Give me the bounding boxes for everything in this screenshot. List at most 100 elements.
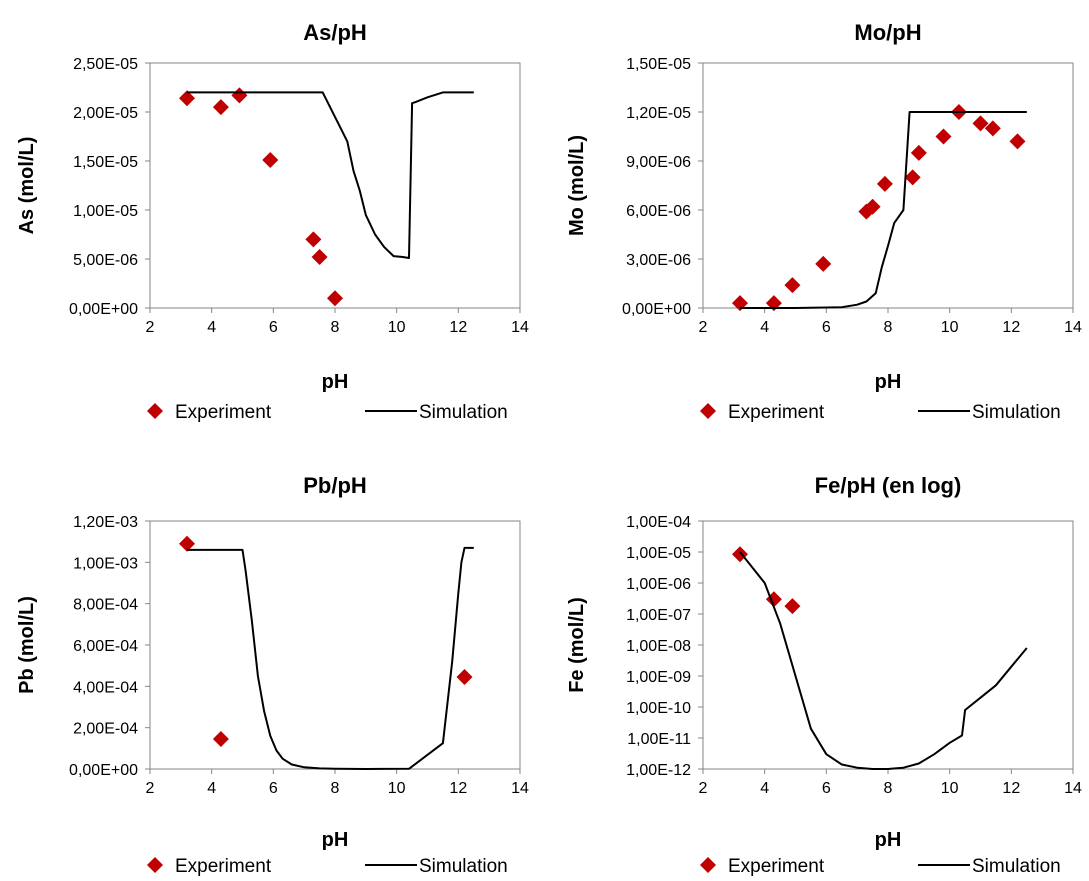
x-tick-label: 14 (511, 319, 529, 336)
y-tick-label: 2,50E-05 (73, 56, 138, 73)
y-tick-label: 0,00E+00 (69, 301, 138, 318)
x-tick-label: 6 (269, 319, 278, 336)
legend-simulation-label: Simulation (972, 402, 1061, 423)
x-tick-label: 8 (331, 780, 340, 797)
experiment-point (876, 175, 893, 192)
y-tick-label: 1,00E-04 (626, 514, 691, 531)
x-tick-label: 4 (207, 780, 216, 797)
x-tick-label: 6 (822, 319, 831, 336)
y-tick-label: 1,00E-03 (73, 555, 138, 572)
y-axis-label: Fe (mol/L) (566, 597, 588, 693)
simulation-line (187, 91, 474, 259)
x-tick-label: 12 (449, 319, 467, 336)
x-tick-label: 12 (1002, 780, 1020, 797)
y-tick-label: 1,50E-05 (626, 56, 691, 73)
y-tick-label: 4,00E-04 (73, 679, 138, 696)
x-tick-label: 6 (269, 780, 278, 797)
experiment-point (262, 152, 279, 169)
x-tick-label: 2 (146, 780, 155, 797)
experiment-point (212, 99, 229, 116)
y-tick-label: 1,00E-05 (73, 203, 138, 220)
x-tick-label: 12 (1002, 319, 1020, 336)
y-tick-label: 1,00E-07 (626, 607, 691, 624)
legend-experiment-marker (147, 857, 163, 873)
x-axis-label: pH (875, 371, 902, 393)
simulation-line (740, 111, 1027, 309)
y-tick-label: 1,00E-12 (626, 762, 691, 779)
y-tick-label: 3,00E-06 (626, 252, 691, 269)
experiment-point (984, 120, 1001, 137)
x-tick-label: 2 (699, 319, 708, 336)
experiment-point (815, 255, 832, 272)
experiment-point (327, 290, 343, 307)
experiment-point (784, 598, 801, 615)
experiment-point (179, 535, 195, 552)
legend-experiment-marker (700, 403, 716, 419)
experiment-point (311, 249, 328, 266)
experiment-point (904, 169, 921, 186)
plot-frame (702, 520, 1074, 770)
y-tick-label: 1,00E-05 (626, 545, 691, 562)
experiment-point (456, 669, 473, 686)
y-axis-label: As (mol/L) (16, 137, 38, 235)
chart-as: As/pH 2 4 6 8 10 12 14 0,00E+00 5,00E-06 1,00E-05 1… (16, 20, 529, 423)
plot-frame (149, 520, 521, 770)
x-tick-label: 12 (449, 780, 467, 797)
experiment-point (179, 90, 195, 107)
x-axis-label: pH (322, 829, 349, 851)
experiment-point (864, 198, 881, 215)
y-tick-label: 8,00E-04 (73, 597, 138, 614)
legend-simulation-label: Simulation (419, 402, 508, 423)
x-tick-label: 8 (884, 319, 893, 336)
y-tick-label: 6,00E-04 (73, 638, 138, 655)
x-tick-label: 10 (388, 780, 406, 797)
x-tick-label: 8 (331, 319, 340, 336)
legend-experiment-label: Experiment (728, 856, 825, 877)
x-tick-label: 4 (207, 319, 216, 336)
y-tick-label: 0,00E+00 (622, 301, 691, 318)
experiment-point (935, 128, 952, 145)
experiment-point (305, 231, 322, 248)
y-tick-label: 2,00E-04 (73, 721, 138, 738)
legend-experiment-marker (147, 403, 163, 419)
y-tick-label: 1,50E-05 (73, 154, 138, 171)
experiment-point (910, 144, 927, 161)
x-tick-label: 6 (822, 780, 831, 797)
experiment-point (212, 731, 229, 748)
y-tick-label: 1,20E-03 (73, 514, 138, 531)
x-tick-label: 14 (1064, 319, 1082, 336)
y-tick-label: 6,00E-06 (626, 203, 691, 220)
experiment-point (972, 115, 989, 132)
y-axis-label: Pb (mol/L) (16, 596, 38, 694)
x-tick-label: 8 (884, 780, 893, 797)
simulation-line (739, 551, 1028, 770)
legend-simulation-label: Simulation (419, 856, 508, 877)
legend-experiment-label: Experiment (175, 402, 272, 423)
y-tick-label: 2,00E-05 (73, 105, 138, 122)
x-tick-label: 14 (1064, 780, 1082, 797)
x-tick-label: 4 (760, 319, 769, 336)
y-axis-label: Mo (mol/L) (566, 135, 588, 236)
x-tick-label: 10 (388, 319, 406, 336)
y-tick-label: 1,00E-08 (626, 638, 691, 655)
x-tick-label: 10 (941, 780, 959, 797)
y-tick-label: 1,00E-09 (626, 669, 691, 686)
simulation-line (187, 546, 474, 770)
chart-mo: Mo/pH 2 4 6 8 10 12 14 0,00E+00 3,00E-06 6,00E-06 9… (566, 20, 1082, 423)
legend-experiment-label: Experiment (728, 402, 825, 423)
legend-simulation-label: Simulation (972, 856, 1061, 877)
experiment-point (231, 87, 248, 104)
chart-title: Pb/pH (303, 473, 367, 498)
chart-title: As/pH (303, 20, 367, 45)
y-tick-label: 1,00E-06 (626, 576, 691, 593)
x-tick-label: 4 (760, 780, 769, 797)
x-tick-label: 10 (941, 319, 959, 336)
x-tick-label: 2 (146, 319, 155, 336)
x-tick-label: 14 (511, 780, 529, 797)
legend-experiment-label: Experiment (175, 856, 272, 877)
x-tick-label: 2 (699, 780, 708, 797)
x-axis-label: pH (875, 829, 902, 851)
plot-frame (149, 62, 521, 309)
y-tick-label: 9,00E-06 (626, 154, 691, 171)
